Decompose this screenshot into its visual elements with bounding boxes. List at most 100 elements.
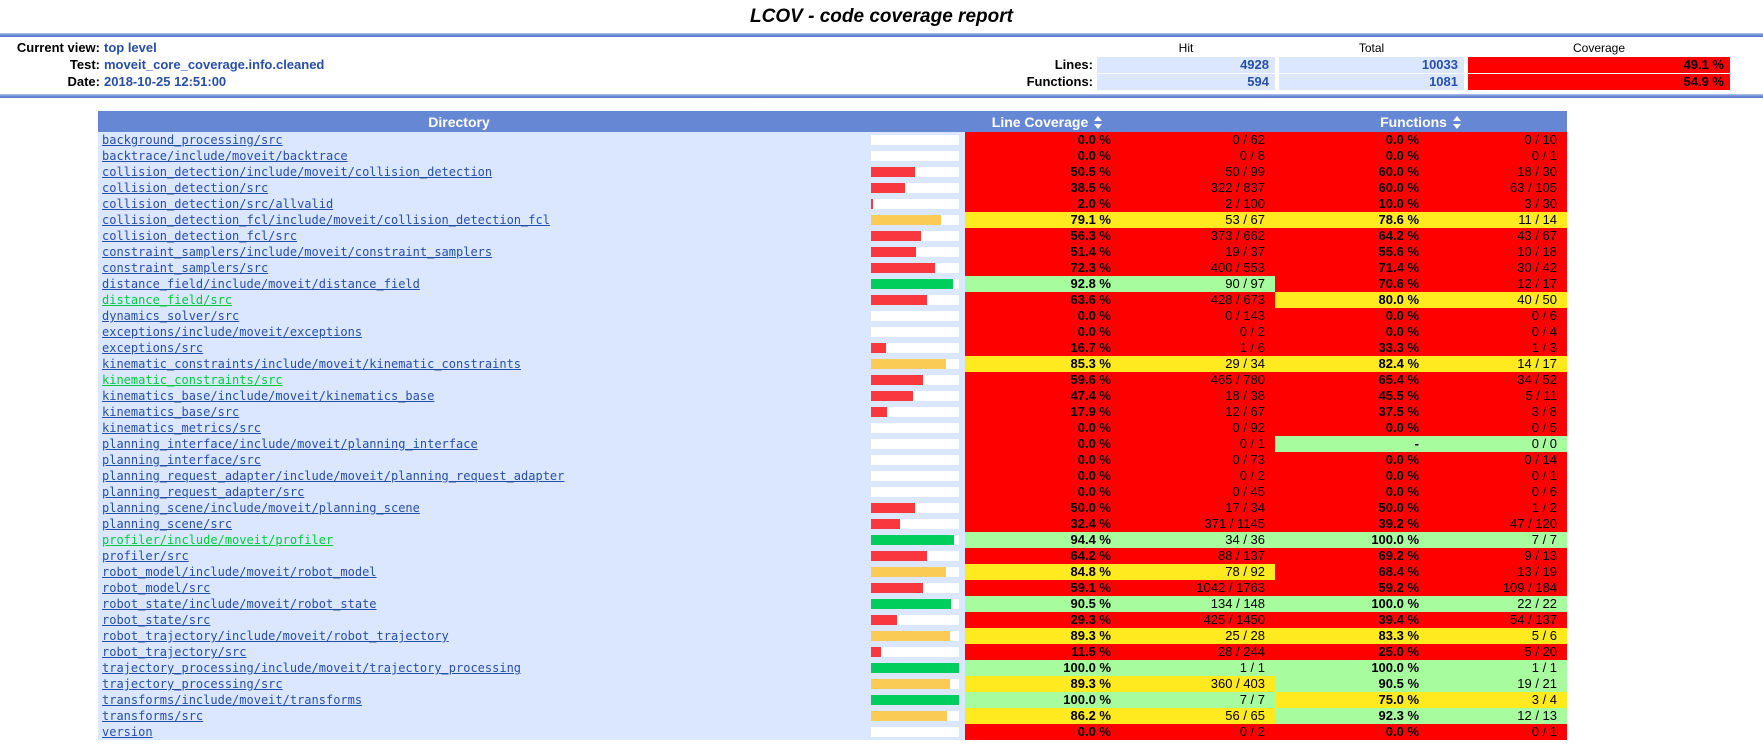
line-coverage-pct: 0.0 % (965, 308, 1120, 324)
line-coverage-pct: 86.2 % (965, 708, 1120, 724)
functions-coverage-pct: 0.0 % (1275, 452, 1429, 468)
summary-header: Current view: top level Hit Total Covera… (0, 39, 1763, 91)
directory-link[interactable]: kinematics_base/src (102, 405, 240, 419)
functions-coverage-pct: 70.6 % (1275, 276, 1429, 292)
directory-link[interactable]: planning_request_adapter/src (102, 485, 305, 499)
directory-link[interactable]: profiler/src (102, 549, 189, 563)
coverage-bar (871, 359, 959, 369)
line-coverage-pct: 100.0 % (965, 692, 1120, 708)
directory-link[interactable]: planning_interface/src (102, 453, 261, 467)
coverage-bar (871, 711, 959, 721)
coverage-bar-fill (871, 247, 917, 257)
directory-link[interactable]: backtrace/include/moveit/backtrace (102, 149, 348, 163)
line-coverage-pct: 51.4 % (965, 244, 1120, 260)
line-coverage-pct: 79.1 % (965, 212, 1120, 228)
directory-link[interactable]: robot_state/src (102, 613, 211, 627)
directory-link[interactable]: exceptions/src (102, 341, 204, 355)
functions-coverage-ratio: 12 / 13 (1428, 708, 1568, 724)
coverage-bar (871, 151, 959, 161)
line-coverage-ratio: 134 / 148 (1120, 596, 1276, 612)
directory-link[interactable]: constraint_samplers/include/moveit/const… (102, 245, 493, 259)
directory-link[interactable]: collision_detection_fcl/include/moveit/c… (102, 213, 550, 227)
line-coverage-ratio: 400 / 553 (1120, 260, 1276, 276)
table-row: robot_trajectory/include/moveit/robot_tr… (98, 628, 1568, 644)
functions-coverage-ratio: 22 / 22 (1428, 596, 1568, 612)
coverage-bar-fill (871, 375, 924, 385)
line-coverage-ratio: 322 / 837 (1120, 180, 1276, 196)
line-coverage-pct: 100.0 % (965, 660, 1120, 676)
directory-link[interactable]: robot_model/include/moveit/robot_model (102, 565, 377, 579)
line-coverage-ratio: 425 / 1450 (1120, 612, 1276, 628)
coverage-bar-fill (871, 679, 950, 689)
directory-link[interactable]: planning_scene/src (102, 517, 233, 531)
coverage-bar (871, 647, 959, 657)
directory-link[interactable]: dynamics_solver/src (102, 309, 240, 323)
coverage-bar (871, 503, 959, 513)
directory-link[interactable]: robot_model/src (102, 581, 211, 595)
directory-link[interactable]: planning_request_adapter/include/moveit/… (102, 469, 565, 483)
directory-link[interactable]: planning_scene/include/moveit/planning_s… (102, 501, 420, 515)
functions-coverage-pct: 0.0 % (1275, 148, 1429, 164)
directory-link[interactable]: kinematic_constraints/include/moveit/kin… (102, 357, 522, 371)
line-coverage-pct: 94.4 % (965, 532, 1120, 548)
directory-link[interactable]: exceptions/include/moveit/exceptions (102, 325, 363, 339)
coverage-bar (871, 279, 959, 289)
table-row: version 0.0 % 0 / 2 0.0 % 0 / 1 (98, 724, 1568, 740)
coverage-bar (871, 375, 959, 385)
functions-coverage-ratio: 3 / 8 (1428, 404, 1568, 420)
coverage-bar (871, 727, 959, 737)
line-coverage-pct: 0.0 % (965, 148, 1120, 164)
coverage-bar (871, 199, 959, 209)
directory-link[interactable]: robot_state/include/moveit/robot_state (102, 597, 377, 611)
line-coverage-sort-icon[interactable] (1094, 116, 1103, 130)
table-row: background_processing/src 0.0 % 0 / 62 0… (98, 132, 1568, 148)
directory-link[interactable]: distance_field/include/moveit/distance_f… (102, 277, 420, 291)
functions-coverage-ratio: 5 / 6 (1428, 628, 1568, 644)
functions-coverage-pct: 39.2 % (1275, 516, 1429, 532)
directory-link[interactable]: background_processing/src (102, 133, 283, 147)
coverage-bar-fill (871, 535, 955, 545)
directory-link[interactable]: profiler/include/moveit/profiler (102, 533, 334, 547)
table-row: dynamics_solver/src 0.0 % 0 / 143 0.0 % … (98, 308, 1568, 324)
functions-coverage-ratio: 0 / 10 (1428, 132, 1568, 148)
functions-coverage-pct: 75.0 % (1275, 692, 1429, 708)
directory-link[interactable]: transforms/src (102, 709, 204, 723)
coverage-table-body: background_processing/src 0.0 % 0 / 62 0… (98, 132, 1568, 740)
directory-link[interactable]: collision_detection/src/allvalid (102, 197, 334, 211)
coverage-bar (871, 631, 959, 641)
top-level-link[interactable]: top level (104, 40, 157, 55)
directory-link[interactable]: constraint_samplers/src (102, 261, 269, 275)
table-row: profiler/include/moveit/profiler 94.4 % … (98, 532, 1568, 548)
directory-link[interactable]: kinematics_base/include/moveit/kinematic… (102, 389, 435, 403)
line-coverage-pct: 64.2 % (965, 548, 1120, 564)
directory-link[interactable]: version (102, 725, 153, 739)
coverage-bar-fill (871, 199, 873, 209)
line-coverage-pct: 0.0 % (965, 468, 1120, 484)
directory-link[interactable]: collision_detection_fcl/src (102, 229, 298, 243)
directory-link[interactable]: collision_detection/src (102, 181, 269, 195)
directory-link[interactable]: transforms/include/moveit/transforms (102, 693, 363, 707)
line-coverage-ratio: 373 / 662 (1120, 228, 1276, 244)
coverage-bar (871, 567, 959, 577)
functions-coverage-pct: 0.0 % (1275, 324, 1429, 340)
coverage-bar-fill (871, 407, 887, 417)
functions-coverage-ratio: 3 / 4 (1428, 692, 1568, 708)
directory-link[interactable]: collision_detection/include/moveit/colli… (102, 165, 493, 179)
directory-link[interactable]: planning_interface/include/moveit/planni… (102, 437, 478, 451)
directory-link[interactable]: kinematic_constraints/src (102, 373, 283, 387)
directory-link[interactable]: robot_trajectory/include/moveit/robot_tr… (102, 629, 449, 643)
functions-coverage-pct: 39.4 % (1275, 612, 1429, 628)
directory-link[interactable]: robot_trajectory/src (102, 645, 247, 659)
functions-coverage-ratio: 54 / 137 (1428, 612, 1568, 628)
table-row: transforms/include/moveit/transforms 100… (98, 692, 1568, 708)
directory-link[interactable]: distance_field/src (102, 293, 233, 307)
directory-link[interactable]: kinematics_metrics/src (102, 421, 261, 435)
functions-sort-icon[interactable] (1452, 116, 1462, 130)
directory-link[interactable]: trajectory_processing/include/moveit/tra… (102, 661, 522, 675)
coverage-bar (871, 295, 959, 305)
coverage-bar (871, 423, 959, 433)
directory-link[interactable]: trajectory_processing/src (102, 677, 283, 691)
table-row: planning_scene/src 32.4 % 371 / 1145 39.… (98, 516, 1568, 532)
coverage-bar (871, 551, 959, 561)
coverage-bar-fill (871, 647, 882, 657)
